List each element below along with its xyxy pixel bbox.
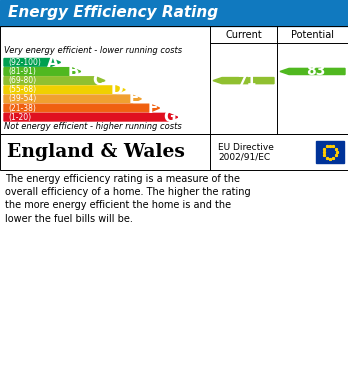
Polygon shape xyxy=(280,68,345,75)
Text: 83: 83 xyxy=(306,65,325,79)
Text: C: C xyxy=(92,73,103,88)
Bar xyxy=(316,141,344,163)
Text: Potential: Potential xyxy=(291,29,334,39)
Polygon shape xyxy=(213,77,274,84)
Text: B: B xyxy=(67,64,79,79)
Text: Very energy efficient - lower running costs: Very energy efficient - lower running co… xyxy=(4,46,182,55)
Text: A: A xyxy=(47,55,58,70)
Text: 2002/91/EC: 2002/91/EC xyxy=(218,152,270,161)
Text: England & Wales: England & Wales xyxy=(7,143,185,161)
Text: E: E xyxy=(129,91,139,106)
Text: EU Directive: EU Directive xyxy=(218,142,274,151)
Text: (92-100): (92-100) xyxy=(8,58,41,67)
Text: (21-38): (21-38) xyxy=(8,104,36,113)
Polygon shape xyxy=(4,104,159,112)
Text: (69-80): (69-80) xyxy=(8,76,36,85)
Text: (81-91): (81-91) xyxy=(8,67,36,76)
Text: (1-20): (1-20) xyxy=(8,113,31,122)
Text: F: F xyxy=(147,100,158,115)
Bar xyxy=(0,0,348,26)
Text: (55-68): (55-68) xyxy=(8,85,36,94)
Text: Current: Current xyxy=(225,29,262,39)
Text: (39-54): (39-54) xyxy=(8,94,36,103)
Polygon shape xyxy=(4,68,81,75)
Text: The energy efficiency rating is a measure of the
overall efficiency of a home. T: The energy efficiency rating is a measur… xyxy=(5,174,251,224)
Text: Not energy efficient - higher running costs: Not energy efficient - higher running co… xyxy=(4,122,182,131)
Polygon shape xyxy=(4,86,125,93)
Text: 71: 71 xyxy=(237,74,256,88)
Polygon shape xyxy=(4,113,178,121)
Polygon shape xyxy=(4,77,105,84)
Bar xyxy=(0,134,348,170)
Polygon shape xyxy=(4,59,61,66)
Text: G: G xyxy=(163,110,176,125)
Text: Energy Efficiency Rating: Energy Efficiency Rating xyxy=(8,5,218,20)
Bar xyxy=(0,26,348,134)
Text: D: D xyxy=(111,82,123,97)
Polygon shape xyxy=(4,95,141,103)
